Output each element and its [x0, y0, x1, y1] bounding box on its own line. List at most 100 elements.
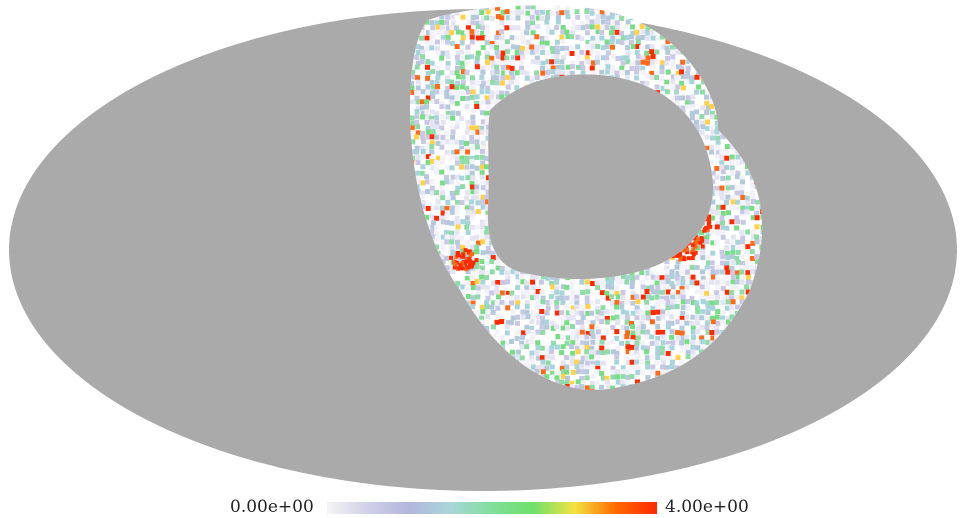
map-pixel	[605, 50, 611, 56]
map-pixel	[719, 215, 725, 221]
map-pixel	[720, 169, 726, 175]
map-pixel	[609, 39, 615, 45]
map-pixel	[549, 29, 555, 35]
map-pixel	[704, 109, 710, 115]
map-pixel	[484, 234, 490, 240]
map-pixel	[564, 304, 570, 310]
map-pixel	[664, 274, 670, 280]
hotspot-pixel	[678, 257, 683, 262]
hotspot-pixel	[692, 236, 697, 241]
map-pixel	[459, 235, 465, 241]
map-pixel	[650, 74, 656, 80]
map-pixel	[485, 115, 491, 121]
map-pixel	[504, 300, 510, 306]
map-pixel	[484, 230, 490, 236]
map-pixel	[439, 185, 445, 191]
map-pixel	[550, 290, 556, 296]
map-pixel	[429, 115, 435, 121]
map-pixel	[514, 49, 520, 55]
map-pixel	[455, 219, 461, 225]
map-pixel	[629, 39, 635, 45]
map-pixel	[604, 345, 610, 351]
map-pixel	[614, 335, 620, 341]
map-pixel	[549, 45, 555, 51]
map-pixel	[574, 9, 580, 15]
map-pixel	[494, 64, 500, 70]
hotspot-pixel	[684, 247, 689, 252]
map-pixel	[579, 49, 585, 55]
map-pixel	[674, 100, 680, 106]
map-pixel	[504, 69, 510, 75]
map-pixel	[734, 19, 740, 25]
map-pixel	[660, 60, 666, 66]
map-pixel	[430, 204, 436, 210]
map-pixel	[675, 289, 681, 295]
map-pixel	[419, 35, 425, 41]
map-pixel	[415, 75, 421, 81]
map-pixel	[689, 264, 695, 270]
map-pixel	[579, 384, 585, 390]
map-pixel	[444, 90, 450, 96]
map-pixel	[475, 129, 481, 135]
map-pixel	[509, 300, 515, 306]
map-pixel	[749, 205, 755, 211]
map-pixel	[580, 289, 586, 295]
hotspot-pixel	[466, 265, 471, 270]
map-pixel	[549, 349, 555, 355]
map-pixel	[704, 145, 710, 151]
map-pixel	[474, 249, 480, 255]
map-pixel	[744, 249, 750, 255]
map-pixel	[410, 99, 415, 105]
map-pixel	[669, 320, 675, 326]
map-pixel	[514, 294, 520, 300]
map-pixel	[629, 60, 635, 66]
map-pixel	[634, 350, 640, 356]
map-pixel	[504, 330, 510, 336]
map-pixel	[735, 259, 741, 265]
map-pixel	[529, 20, 535, 26]
map-pixel	[704, 265, 710, 271]
map-pixel	[454, 139, 460, 145]
map-pixel	[424, 104, 430, 110]
map-pixel	[429, 140, 435, 146]
map-pixel	[414, 119, 420, 125]
map-pixel	[490, 300, 496, 306]
map-pixel	[490, 75, 496, 81]
map-pixel	[629, 350, 635, 356]
map-pixel	[564, 354, 570, 360]
map-pixel	[460, 35, 466, 41]
map-pixel	[440, 195, 446, 201]
map-pixel	[444, 229, 450, 235]
map-pixel	[624, 55, 630, 61]
map-pixel	[454, 124, 460, 130]
map-pixel	[660, 329, 666, 335]
map-pixel	[729, 34, 735, 40]
map-pixel	[740, 14, 746, 20]
map-pixel	[595, 309, 601, 315]
map-pixel	[469, 199, 475, 205]
map-pixel	[439, 254, 445, 260]
map-pixel	[560, 300, 566, 306]
map-pixel	[750, 25, 756, 31]
map-pixel	[450, 205, 456, 211]
map-pixel	[425, 30, 431, 36]
map-pixel	[460, 14, 466, 20]
map-pixel	[455, 29, 461, 35]
map-pixel	[465, 209, 471, 215]
map-pixel	[499, 319, 505, 325]
map-pixel	[639, 320, 645, 326]
map-pixel	[770, 15, 775, 20]
map-pixel	[725, 299, 731, 305]
map-pixel	[420, 110, 426, 116]
map-pixel	[629, 374, 635, 380]
map-pixel	[685, 349, 691, 355]
map-pixel	[439, 190, 445, 196]
map-pixel	[679, 69, 685, 75]
map-pixel	[634, 75, 640, 81]
map-pixel	[460, 184, 466, 190]
map-pixel	[429, 185, 435, 191]
map-pixel	[659, 334, 665, 340]
map-pixel	[435, 80, 441, 86]
map-pixel	[470, 89, 476, 95]
map-pixel	[565, 0, 570, 5]
